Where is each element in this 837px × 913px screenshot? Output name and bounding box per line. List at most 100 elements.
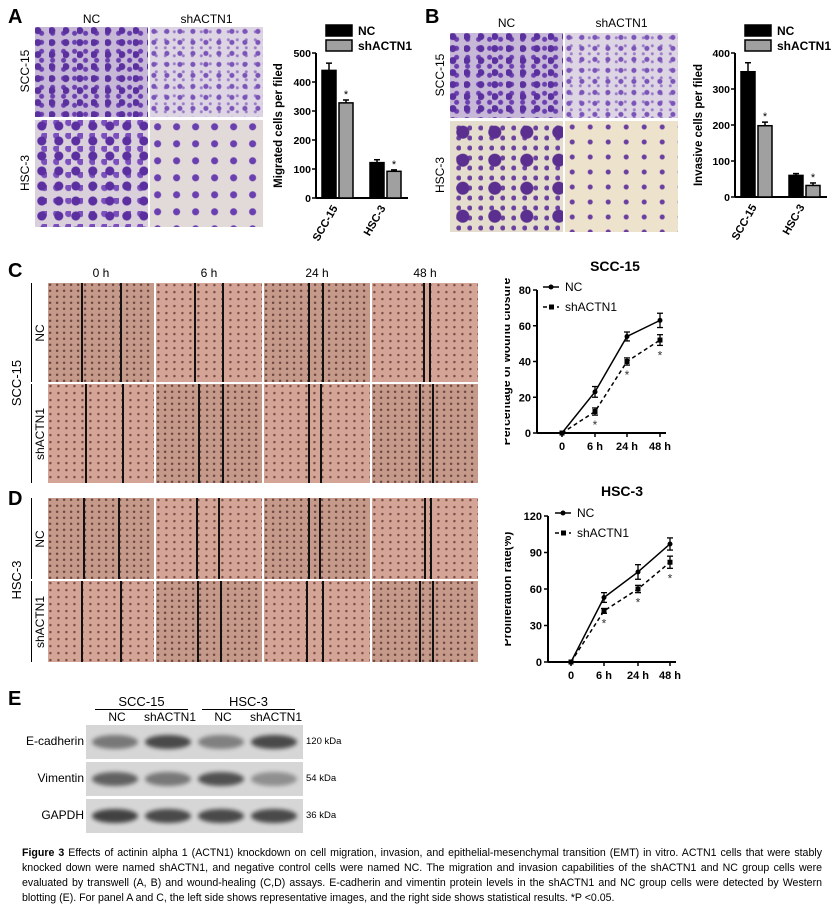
chart-title: SCC-15 <box>590 258 640 274</box>
wound-edge-line <box>120 581 122 662</box>
data-point-shactn1 <box>657 337 663 343</box>
wound-image-shactn1-0h <box>48 384 154 483</box>
wound-edge-line <box>83 498 85 579</box>
legend-label-nc: NC <box>565 280 583 294</box>
y-tick-label: 60 <box>519 321 531 333</box>
wound-edge-line <box>308 498 310 579</box>
blot-band <box>92 809 138 823</box>
migration-image-hsc3-shactn1 <box>150 120 263 227</box>
significance-mark: * <box>658 348 663 362</box>
row-label-hsc3: HSC-3 <box>433 157 447 194</box>
legend-swatch-nc <box>744 24 772 37</box>
series-line-shactn1 <box>570 561 671 663</box>
x-tick-label: 6 h <box>587 441 603 453</box>
figure-caption: Figure 3 Effects of actinin alpha 1 (ACT… <box>22 846 822 906</box>
migration-image-scc15-shactn1 <box>150 27 263 117</box>
legend-swatch-nc <box>325 24 353 37</box>
row-label-scc15: SCC-15 <box>18 49 32 93</box>
invasion-image-scc15-nc <box>450 33 563 118</box>
group-label-shactn1: shACTN1 <box>33 595 47 648</box>
wound-edge-line <box>85 384 87 483</box>
y-tick-label: 200 <box>293 135 311 147</box>
data-point-nc <box>657 317 663 323</box>
data-point-shactn1 <box>559 430 565 436</box>
y-tick-label: 400 <box>293 77 311 89</box>
blot-protein-label-vimentin: Vimentin <box>37 771 84 785</box>
x-tick-label: 6 h <box>596 670 612 682</box>
data-point-shactn1 <box>667 559 673 565</box>
bar-shactn1-hsc-3 <box>805 184 821 198</box>
col-header-shactn1: shACTN1 <box>595 16 648 30</box>
blot-lane-label: shACTN1 <box>249 710 302 724</box>
significance-mark: * <box>344 89 349 101</box>
legend-label-shactn1: shACTN1 <box>358 39 412 53</box>
wound-edge-line <box>319 498 321 579</box>
data-point-nc <box>624 333 630 339</box>
time-header-24h: 24 h <box>305 266 329 280</box>
legend-label-shactn1: shACTN1 <box>565 300 617 314</box>
data-point-nc <box>667 541 673 547</box>
x-tick-label: 0 <box>568 670 574 682</box>
significance-mark: * <box>763 111 768 123</box>
legend-label-nc: NC <box>358 24 376 38</box>
y-tick-label: 300 <box>293 106 311 118</box>
wound-edge-line <box>81 581 83 662</box>
y-tick-label: 30 <box>530 621 542 633</box>
legend-marker-shactn1 <box>549 304 554 310</box>
legend-marker-nc <box>548 284 554 290</box>
x-tick-label: 48 h <box>659 670 681 682</box>
wound-image-nc-48h <box>372 283 478 382</box>
y-axis-label: Percentage of wound closure <box>505 277 513 445</box>
bar-shactn1-hsc-3 <box>386 170 402 199</box>
wound-edge-line <box>222 283 224 382</box>
blot-protein-label-gapdh: GAPDH <box>41 808 84 822</box>
wound-edge-line <box>198 384 200 483</box>
blot-cellline-scc15: SCC-15 <box>95 694 188 710</box>
blot-band <box>145 735 191 749</box>
data-point-nc <box>592 389 598 395</box>
y-tick-label: 80 <box>519 285 531 297</box>
legend-label-shactn1: shACTN1 <box>577 526 629 540</box>
y-tick-label: 40 <box>519 357 531 369</box>
wound-edge-line <box>220 581 222 662</box>
wound-image-nc-6h <box>156 283 262 382</box>
data-point-shactn1 <box>624 359 630 364</box>
wound-image-nc-48h <box>372 498 478 579</box>
wound-edge-line <box>322 283 324 382</box>
y-tick-label: 90 <box>530 548 542 560</box>
chart-title: HSC-3 <box>601 483 643 499</box>
blot-cellline-hsc3: HSC-3 <box>202 694 295 710</box>
wound-image-shactn1-24h <box>264 581 370 662</box>
wound-image-nc-24h <box>264 498 370 579</box>
wound-edge-line <box>419 581 421 662</box>
invasion-image-hsc3-nc <box>450 121 563 232</box>
wound-edge-line <box>197 581 199 662</box>
legend-label-nc: NC <box>577 506 595 520</box>
blot-strip-e-cadherin <box>86 725 303 759</box>
col-header-shactn1: shACTN1 <box>180 12 233 26</box>
time-header-48h: 48 h <box>413 266 437 280</box>
blot-strip-gapdh <box>86 799 303 833</box>
wound-edge-line <box>81 283 83 382</box>
legend-swatch-shactn1 <box>325 39 353 52</box>
group-label-nc: NC <box>33 323 47 342</box>
panel-label-c: C <box>8 260 23 282</box>
data-point-nc <box>601 595 607 601</box>
significance-mark: * <box>392 159 397 171</box>
data-point-shactn1 <box>601 608 607 614</box>
wound-edge-line <box>322 581 324 662</box>
migration-image-scc15-nc <box>35 27 148 117</box>
x-tick-label: HSC-3 <box>781 203 808 238</box>
blot-lane-label: NC <box>108 710 126 724</box>
blot-mw-label: 36 kDa <box>306 810 337 821</box>
x-tick-label: 24 h <box>627 670 649 682</box>
x-tick-label: 24 h <box>616 441 638 453</box>
group-bracket <box>31 283 32 382</box>
group-bracket <box>31 498 32 579</box>
legend-label-nc: NC <box>777 24 795 38</box>
blot-strip-vimentin <box>86 762 303 796</box>
cellline-label: HSC-3 <box>9 560 24 600</box>
wound-edge-line <box>222 384 224 483</box>
col-header-nc: NC <box>82 12 101 26</box>
group-label-nc: NC <box>33 529 47 548</box>
